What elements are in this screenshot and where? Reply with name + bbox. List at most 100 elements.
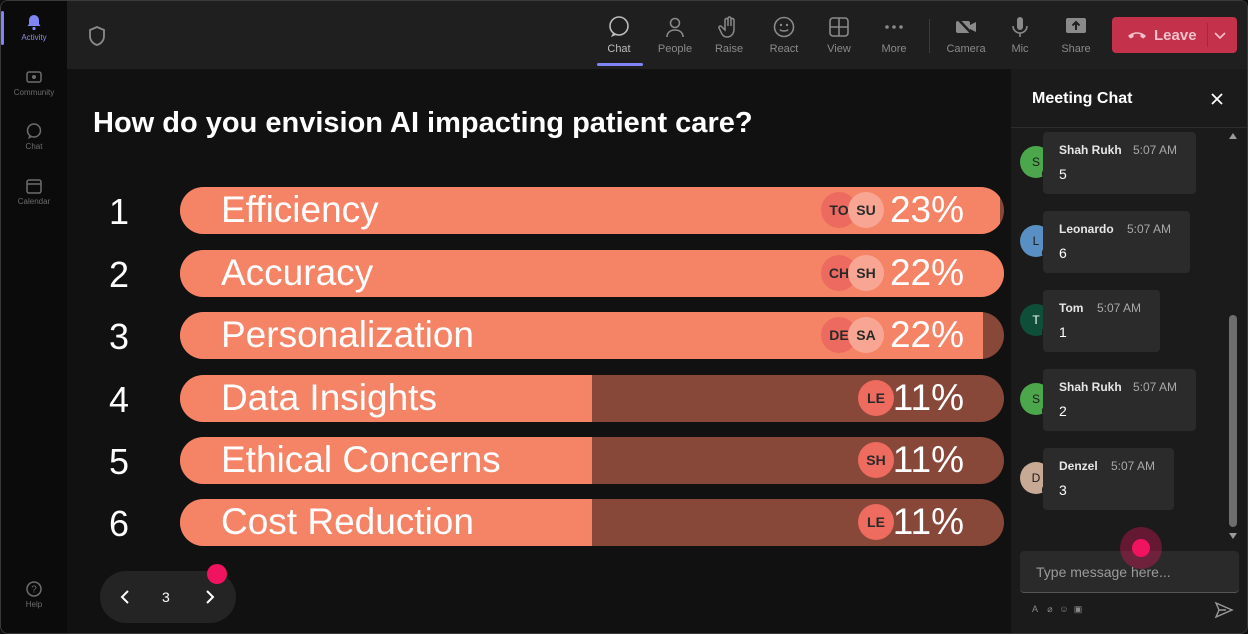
result-label: Data Insights [221, 377, 437, 418]
message-time: 5:07 AM [1133, 143, 1178, 157]
share-button[interactable]: Share [1049, 9, 1103, 55]
voter-avatar: SU [848, 192, 884, 228]
sender-name: Shah Rukh [1059, 380, 1122, 394]
more-button[interactable]: More [867, 9, 921, 55]
mic-button[interactable]: Mic [993, 9, 1047, 55]
active-tab-indicator [597, 63, 643, 66]
react-button[interactable]: React [757, 9, 811, 55]
camera-button[interactable]: Camera [939, 9, 993, 55]
chat-icon [609, 16, 629, 37]
page-number: 3 [162, 589, 170, 605]
leave-label: Leave [1154, 27, 1197, 44]
camera-label: Camera [946, 43, 986, 55]
rail-item-chat[interactable]: Chat [1, 122, 67, 151]
message-text: 5 [1059, 166, 1067, 182]
mic-icon [1012, 17, 1028, 37]
poll-result-row: 4 Data Insights LE 11% [67, 375, 1011, 423]
tab-people-label: People [657, 43, 693, 55]
chevron-left-icon[interactable] [117, 588, 133, 606]
result-label: Personalization [221, 314, 474, 355]
sender-name: Shah Rukh [1059, 143, 1122, 157]
scroll-thumb[interactable] [1229, 315, 1237, 527]
rail-item-label: Help [25, 600, 43, 609]
help-icon: ? [26, 581, 42, 597]
emoji-icon[interactable]: ☺ [1059, 604, 1069, 614]
message-time: 5:07 AM [1133, 380, 1178, 394]
rail-item-community[interactable]: Community [1, 68, 67, 97]
chat-scrollbar[interactable] [1225, 129, 1241, 545]
scroll-down-arrow[interactable] [1229, 533, 1237, 539]
poll-result-row: 3 Personalization DE SA 22% [67, 312, 1011, 360]
leave-divider [1207, 23, 1208, 47]
result-bar-track: Ethical Concerns SH 11% [180, 437, 1004, 484]
tab-chat-label: Chat [607, 43, 631, 55]
result-bar-fill [180, 437, 592, 484]
chat-header-divider [1011, 127, 1247, 128]
result-label: Cost Reduction [221, 501, 474, 542]
result-percent: 22% [889, 314, 964, 355]
message-time: 5:07 AM [1111, 459, 1156, 473]
attach-icon[interactable]: ⌀ [1047, 604, 1053, 614]
mic-label: Mic [1011, 43, 1029, 55]
message-bubble: Shah Rukh 5:07 AM 2 [1043, 369, 1196, 431]
click-indicator-dot [1132, 539, 1150, 557]
rail-item-label: Calendar [17, 197, 51, 206]
voter-avatar: SH [858, 442, 894, 478]
rail-item-activity[interactable]: Activity [1, 13, 67, 42]
result-percent: 22% [889, 252, 964, 293]
message-bubble: Shah Rukh 5:07 AM 5 [1043, 132, 1196, 194]
leave-button[interactable]: Leave [1112, 17, 1237, 53]
rail-item-help[interactable]: ? Help [1, 580, 67, 609]
chevron-down-icon[interactable] [1213, 28, 1227, 42]
camera-off-icon [956, 17, 976, 37]
poll-result-row: 2 Accuracy CH SH 22% [67, 250, 1011, 298]
result-bar-track: Personalization DE SA 22% [180, 312, 1004, 359]
chevron-right-icon[interactable] [202, 588, 218, 606]
view-button[interactable]: View [812, 9, 866, 55]
message-time: 5:07 AM [1127, 222, 1172, 236]
notification-dot [207, 564, 227, 584]
rail-item-label: Activity [21, 33, 47, 42]
result-rank: 1 [109, 191, 130, 232]
message-bubble: Denzel 5:07 AM 3 [1043, 448, 1174, 510]
rail-item-calendar[interactable]: Calendar [1, 177, 67, 206]
gif-icon[interactable]: ▣ [1073, 604, 1083, 614]
react-label: React [769, 43, 799, 55]
more-icon [885, 25, 903, 29]
meeting-chat-panel: Meeting Chat S Shah Rukh 5:07 AM 5 L Leo… [1011, 69, 1247, 633]
poll-result-row: 5 Ethical Concerns SH 11% [67, 437, 1011, 485]
svg-text:?: ? [31, 585, 37, 596]
poll-result-row: 1 Efficiency TO SU 23% [67, 187, 1011, 235]
result-rank: 4 [109, 379, 130, 420]
voter-avatar: LE [858, 380, 894, 416]
rail-item-label: Community [13, 88, 55, 97]
result-rank: 5 [109, 441, 130, 482]
result-bar-track: Efficiency TO SU 23% [180, 187, 1004, 234]
shield-icon[interactable] [87, 25, 107, 47]
raise-hand-label: Raise [714, 43, 744, 55]
toolbar-divider [929, 19, 930, 53]
react-icon [773, 16, 795, 38]
rail-active-indicator [1, 11, 4, 45]
result-percent: 11% [892, 501, 964, 542]
raise-hand-button[interactable]: Raise [702, 9, 756, 55]
scroll-up-arrow[interactable] [1229, 133, 1237, 139]
result-bar-track: Accuracy CH SH 22% [180, 250, 1004, 297]
tab-people[interactable]: People [648, 9, 702, 55]
tab-chat[interactable]: Chat [592, 9, 646, 55]
result-bar-track: Data Insights LE 11% [180, 375, 1004, 422]
chat-icon [26, 123, 42, 139]
more-label: More [881, 43, 907, 55]
format-icon[interactable]: A [1031, 604, 1038, 614]
close-icon[interactable] [1209, 91, 1225, 107]
result-label: Efficiency [221, 189, 379, 230]
send-icon[interactable] [1214, 601, 1234, 619]
message-input[interactable] [1020, 551, 1236, 592]
result-bar-fill [180, 499, 592, 546]
voter-avatar: SH [848, 255, 884, 291]
chat-title: Meeting Chat [1032, 90, 1133, 107]
result-label: Accuracy [221, 252, 374, 293]
message-bubble: Leonardo 5:07 AM 6 [1043, 211, 1190, 273]
raise-hand-icon [718, 16, 735, 38]
